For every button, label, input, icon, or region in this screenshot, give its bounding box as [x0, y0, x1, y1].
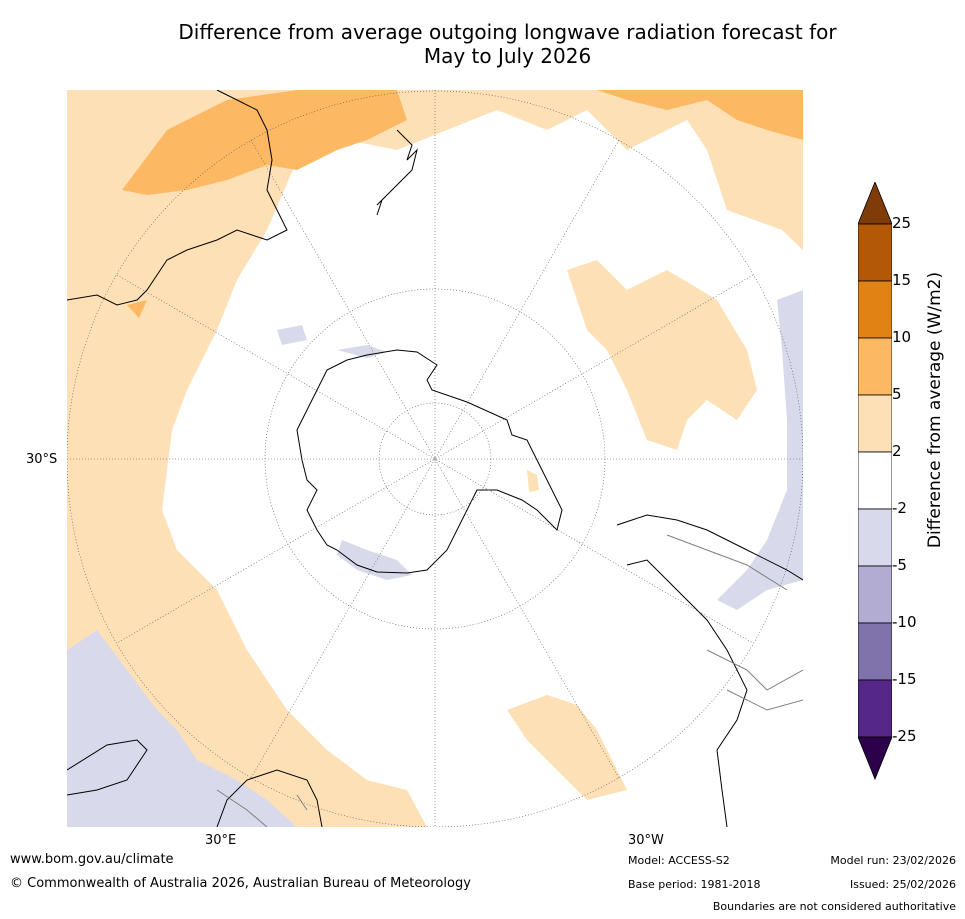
anomaly-region-north-band	[67, 90, 803, 827]
colorbar-band	[857, 451, 893, 510]
anomaly-region-nw	[127, 300, 147, 318]
anomaly-region-antarctic-edge	[337, 345, 387, 358]
anomaly-positive-2-5	[67, 90, 803, 827]
colorbar-extend-top	[857, 180, 893, 225]
africa-borders	[216, 789, 308, 827]
footer-base-period: Base period: 1981-2018	[628, 878, 761, 891]
colorbar-tick-label: 2	[892, 442, 902, 460]
anomaly-region-ne	[597, 90, 803, 140]
colorbar-tick-label: -15	[892, 670, 917, 688]
colorbar-tick-label: 25	[892, 214, 912, 232]
colorbar-band	[857, 223, 893, 282]
australia-coastline	[67, 90, 288, 306]
colorbar-band	[857, 508, 893, 567]
anomaly-region-atlantic-east	[717, 290, 803, 610]
colorbar-band	[857, 679, 893, 738]
lon-label-30w: 30°W	[628, 833, 664, 848]
colorbar-band	[857, 622, 893, 681]
footer-disclaimer: Boundaries are not considered authoritat…	[712, 900, 956, 913]
footer-copyright: © Commonwealth of Australia 2026, Austra…	[10, 876, 471, 891]
anomaly-region-indian-ocean	[67, 630, 297, 827]
graticule	[67, 90, 803, 827]
anomaly-region-peninsula	[527, 470, 539, 492]
title-line-1: Difference from average outgoing longwav…	[178, 20, 837, 44]
title-line-2: May to July 2026	[423, 44, 592, 68]
anomaly-region-ross	[277, 325, 307, 345]
footer-issued: Issued: 25/02/2026	[849, 878, 956, 891]
lon-label-30e: 30°E	[205, 833, 237, 848]
footer-url[interactable]: www.bom.gov.au/climate	[10, 852, 174, 867]
colorbar-band	[857, 394, 893, 453]
map-svg	[67, 90, 803, 827]
colorbar-title-text: Difference from average (W/m2)	[925, 271, 945, 549]
anomaly-region-weddell	[337, 540, 412, 580]
colorbar-extend-bottom	[857, 736, 893, 781]
colorbar-band	[857, 565, 893, 624]
anomaly-negative-2-5	[67, 290, 803, 827]
colorbar-tick-label: -2	[892, 499, 907, 517]
anomaly-region-pacific	[567, 260, 757, 450]
map-title: Difference from average outgoing longwav…	[60, 20, 955, 68]
polar-map	[67, 90, 803, 827]
lat-label-30s: 30°S	[26, 452, 58, 467]
footer-model: Model: ACCESS-S2	[628, 854, 730, 867]
anomaly-region-tasman	[122, 90, 407, 195]
colorbar-tick-label: -25	[892, 727, 917, 745]
footer-model-run: Model run: 23/02/2026	[830, 854, 956, 867]
south-america-borders	[666, 534, 803, 711]
colorbar-band	[857, 337, 893, 396]
colorbar-tick-label: -10	[892, 613, 917, 631]
colorbar-band	[857, 280, 893, 339]
africa-coastline	[67, 739, 323, 827]
anomaly-positive-5-10	[122, 90, 803, 318]
colorbar-tick-label: 10	[892, 328, 912, 346]
colorbar-svg	[857, 180, 893, 781]
colorbar-tick-label: 5	[892, 385, 902, 403]
new-zealand-coastline	[376, 129, 418, 216]
anomaly-region-south-atlantic	[507, 695, 627, 800]
colorbar-tick-label: 15	[892, 271, 912, 289]
antarctica-coastline	[296, 349, 563, 574]
colorbar-tick-label: -5	[892, 556, 907, 574]
colorbar	[857, 180, 893, 782]
south-america-coastline	[616, 514, 803, 827]
